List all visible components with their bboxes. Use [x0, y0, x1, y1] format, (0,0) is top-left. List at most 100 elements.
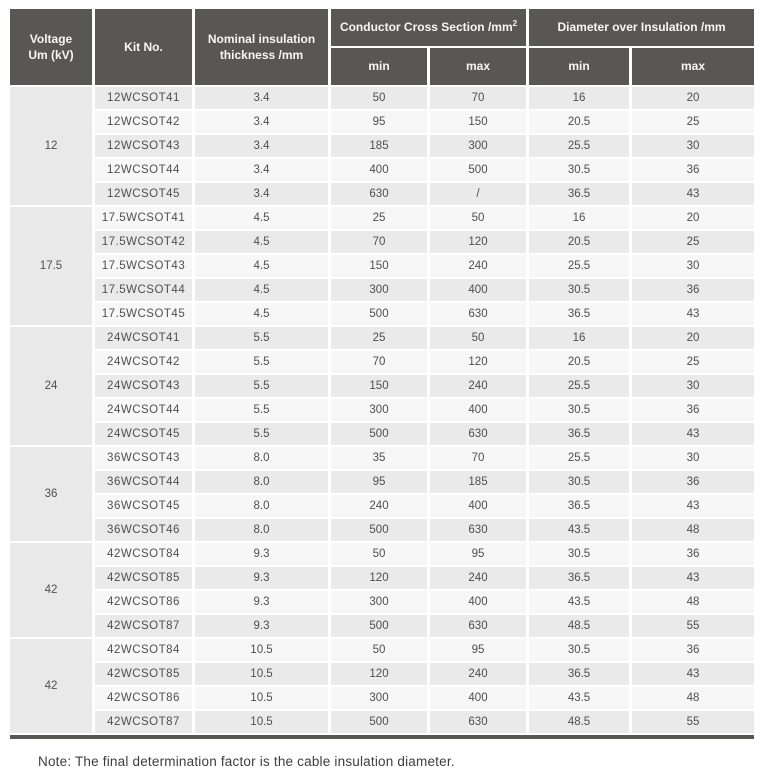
kit-cell: 24WCSOT44 — [95, 399, 192, 421]
table-row: 24WCSOT44 5.5 300 400 30.5 36 — [10, 399, 755, 421]
header-doi-max: max — [632, 48, 755, 85]
doi-min-cell: 20.5 — [529, 351, 630, 373]
ccs-max-cell: / — [430, 183, 527, 205]
header-voltage-line2: Um (kV) — [28, 48, 74, 62]
kit-cell: 36WCSOT45 — [95, 495, 192, 517]
kit-cell: 42WCSOT86 — [95, 591, 192, 613]
header-thickness-line1: Nominal insulation — [207, 31, 316, 46]
thickness-cell: 9.3 — [195, 543, 328, 565]
ccs-min-cell: 185 — [331, 135, 427, 157]
kit-cell: 42WCSOT85 — [95, 663, 192, 685]
table-row: 17.5WCSOT44 4.5 300 400 30.5 36 — [10, 279, 755, 301]
doi-min-cell: 36.5 — [529, 183, 630, 205]
table-row: 36WCSOT45 8.0 240 400 36.5 43 — [10, 495, 755, 517]
header-thickness-line2: thickness /mm — [219, 48, 304, 62]
header-diameter-over-insulation: Diameter over Insulation /mm — [529, 9, 755, 46]
ccs-max-cell: 400 — [430, 591, 527, 613]
thickness-cell: 8.0 — [195, 471, 328, 493]
doi-min-cell: 16 — [529, 207, 630, 229]
ccs-max-cell: 400 — [430, 279, 527, 301]
thickness-cell: 10.5 — [195, 687, 328, 709]
spec-table: Voltage Um (kV) Kit No. Nominal insulati… — [7, 7, 757, 735]
header-conductor-cross-section: Conductor Cross Section /mm2 — [331, 9, 527, 46]
table-row: 42WCSOT86 9.3 300 400 43.5 48 — [10, 591, 755, 613]
table-row: 12WCSOT43 3.4 185 300 25.5 30 — [10, 135, 755, 157]
voltage-cell: 17.5 — [10, 207, 92, 325]
doi-min-cell: 43.5 — [529, 591, 630, 613]
spec-table-wrap: Voltage Um (kV) Kit No. Nominal insulati… — [7, 7, 757, 769]
doi-min-cell: 36.5 — [529, 663, 630, 685]
table-row: 24WCSOT43 5.5 150 240 25.5 30 — [10, 375, 755, 397]
ccs-min-cell: 50 — [331, 543, 427, 565]
ccs-min-cell: 500 — [331, 615, 427, 637]
ccs-max-cell: 300 — [430, 135, 527, 157]
ccs-min-cell: 150 — [331, 375, 427, 397]
doi-max-cell: 43 — [632, 495, 755, 517]
kit-cell: 24WCSOT41 — [95, 327, 192, 349]
table-bottom-rule — [10, 735, 754, 739]
kit-cell: 12WCSOT45 — [95, 183, 192, 205]
doi-min-cell: 30.5 — [529, 159, 630, 181]
doi-max-cell: 20 — [632, 207, 755, 229]
table-row: 24 24WCSOT41 5.5 25 50 16 20 — [10, 327, 755, 445]
table-row: 12WCSOT44 3.4 400 500 30.5 36 — [10, 159, 755, 181]
ccs-min-cell: 50 — [331, 639, 427, 661]
note: Note: The final determination factor is … — [38, 754, 455, 769]
table-body: 12 12WCSOT41 3.4 50 70 16 20 12WCSOT42 3.4 95 150 2… — [10, 87, 755, 733]
doi-max-cell: 36 — [632, 639, 755, 661]
thickness-cell: 10.5 — [195, 711, 328, 733]
doi-min-cell: 43.5 — [529, 687, 630, 709]
doi-max-cell: 20 — [632, 87, 755, 109]
kit-cell: 42WCSOT85 — [95, 567, 192, 589]
doi-max-cell: 48 — [632, 687, 755, 709]
table-row: 17.5WCSOT42 4.5 70 120 20.5 25 — [10, 231, 755, 253]
header-ccs-superscript: 2 — [512, 19, 518, 29]
table-row: 42WCSOT85 10.5 120 240 36.5 43 — [10, 663, 755, 685]
ccs-max-cell: 240 — [430, 663, 527, 685]
ccs-max-cell: 240 — [430, 375, 527, 397]
thickness-cell: 3.4 — [195, 159, 328, 181]
kit-cell: 17.5WCSOT43 — [95, 255, 192, 277]
thickness-cell: 3.4 — [195, 111, 328, 133]
table-row: 24WCSOT45 5.5 500 630 36.5 43 — [10, 423, 755, 445]
ccs-min-cell: 95 — [331, 471, 427, 493]
thickness-cell: 9.3 — [195, 615, 328, 637]
doi-min-cell: 16 — [529, 327, 630, 349]
ccs-min-cell: 500 — [331, 423, 427, 445]
table-row: 17.5 17.5WCSOT41 4.5 25 50 16 20 — [10, 207, 755, 325]
kit-cell: 12WCSOT42 — [95, 111, 192, 133]
ccs-max-cell: 630 — [430, 615, 527, 637]
thickness-cell: 5.5 — [195, 375, 328, 397]
ccs-max-cell: 70 — [430, 87, 527, 109]
table-row: 42 42WCSOT84 9.3 50 95 30.5 36 — [10, 543, 755, 637]
ccs-max-cell: 50 — [430, 207, 527, 229]
table-row: 42WCSOT87 9.3 500 630 48.5 55 — [10, 615, 755, 637]
thickness-cell: 5.5 — [195, 327, 328, 349]
ccs-min-cell: 300 — [331, 399, 427, 421]
table-row: 42WCSOT85 9.3 120 240 36.5 43 — [10, 567, 755, 589]
voltage-cell: 42 — [10, 543, 92, 637]
ccs-min-cell: 120 — [331, 567, 427, 589]
header-voltage: Voltage Um (kV) — [10, 9, 92, 85]
table-row: 42 42WCSOT84 10.5 50 95 30.5 36 — [10, 639, 755, 733]
voltage-cell: 42 — [10, 639, 92, 733]
doi-min-cell: 36.5 — [529, 567, 630, 589]
kit-cell: 17.5WCSOT44 — [95, 279, 192, 301]
ccs-max-cell: 120 — [430, 231, 527, 253]
doi-max-cell: 48 — [632, 519, 755, 541]
doi-max-cell: 55 — [632, 711, 755, 733]
thickness-cell: 3.4 — [195, 87, 328, 109]
table-row: 12 12WCSOT41 3.4 50 70 16 20 — [10, 87, 755, 205]
kit-cell: 42WCSOT84 — [95, 639, 192, 661]
doi-max-cell: 25 — [632, 231, 755, 253]
table-row: 17.5WCSOT43 4.5 150 240 25.5 30 — [10, 255, 755, 277]
table-row: 36WCSOT46 8.0 500 630 43.5 48 — [10, 519, 755, 541]
header-row-1: Voltage Um (kV) Kit No. Nominal insulati… — [10, 9, 755, 85]
ccs-max-cell: 150 — [430, 111, 527, 133]
kit-cell: 24WCSOT42 — [95, 351, 192, 373]
ccs-max-cell: 630 — [430, 519, 527, 541]
ccs-min-cell: 120 — [331, 663, 427, 685]
header-ccs-label: Conductor Cross Section /mm — [339, 20, 513, 35]
ccs-max-cell: 400 — [430, 495, 527, 517]
ccs-max-cell: 120 — [430, 351, 527, 373]
